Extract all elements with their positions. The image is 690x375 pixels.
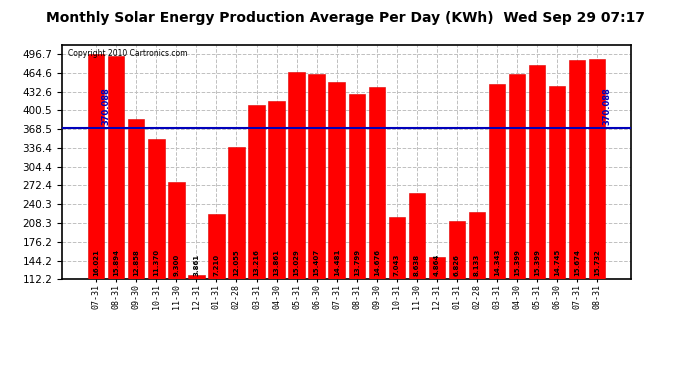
Bar xyxy=(328,82,345,345)
Bar xyxy=(228,147,245,345)
Text: 12.858: 12.858 xyxy=(133,250,139,276)
Bar xyxy=(589,59,606,345)
Text: 15.407: 15.407 xyxy=(314,249,319,276)
Text: 14.745: 14.745 xyxy=(554,249,560,276)
Bar xyxy=(348,94,365,345)
Bar xyxy=(88,54,104,345)
Bar xyxy=(549,86,565,345)
Text: 12.055: 12.055 xyxy=(233,250,239,276)
Bar xyxy=(188,275,205,345)
Text: 370.088: 370.088 xyxy=(603,87,612,124)
Bar xyxy=(489,84,505,345)
Text: 7.210: 7.210 xyxy=(213,254,219,276)
Bar xyxy=(469,211,485,345)
Bar xyxy=(168,182,185,345)
Text: 14.481: 14.481 xyxy=(334,249,339,276)
Bar xyxy=(308,74,325,345)
Text: 9.300: 9.300 xyxy=(173,254,179,276)
Text: 11.370: 11.370 xyxy=(153,249,159,276)
Text: 3.861: 3.861 xyxy=(193,254,199,276)
Text: 15.399: 15.399 xyxy=(534,249,540,276)
Bar xyxy=(108,56,124,345)
Bar xyxy=(448,221,465,345)
Text: 13.216: 13.216 xyxy=(253,250,259,276)
Bar xyxy=(428,257,445,345)
Text: Monthly Solar Energy Production Average Per Day (KWh)  Wed Sep 29 07:17: Monthly Solar Energy Production Average … xyxy=(46,11,644,25)
Text: 15.029: 15.029 xyxy=(294,250,299,276)
Bar xyxy=(148,138,164,345)
Text: 7.043: 7.043 xyxy=(394,254,400,276)
Text: 14.676: 14.676 xyxy=(374,249,380,276)
Bar xyxy=(268,101,285,345)
Text: 8.638: 8.638 xyxy=(414,254,420,276)
Text: 13.799: 13.799 xyxy=(354,249,359,276)
Bar xyxy=(288,72,305,345)
Bar xyxy=(408,193,425,345)
Text: 370.088: 370.088 xyxy=(101,87,110,124)
Bar xyxy=(569,60,585,345)
Bar xyxy=(388,217,405,345)
Text: 13.861: 13.861 xyxy=(273,249,279,276)
Bar xyxy=(248,105,265,345)
Text: 15.894: 15.894 xyxy=(113,249,119,276)
Bar xyxy=(128,119,144,345)
Text: 15.674: 15.674 xyxy=(574,249,580,276)
Bar xyxy=(368,87,385,345)
Text: 14.343: 14.343 xyxy=(494,249,500,276)
Text: 15.732: 15.732 xyxy=(594,250,600,276)
Text: 8.133: 8.133 xyxy=(474,254,480,276)
Text: 15.399: 15.399 xyxy=(514,249,520,276)
Text: 6.826: 6.826 xyxy=(454,255,460,276)
Text: 16.021: 16.021 xyxy=(93,250,99,276)
Text: Copyright 2010 Cartronics.com: Copyright 2010 Cartronics.com xyxy=(68,48,187,57)
Bar xyxy=(509,74,525,345)
Text: 4.864: 4.864 xyxy=(434,254,440,276)
Bar xyxy=(529,65,545,345)
Bar xyxy=(208,214,225,345)
